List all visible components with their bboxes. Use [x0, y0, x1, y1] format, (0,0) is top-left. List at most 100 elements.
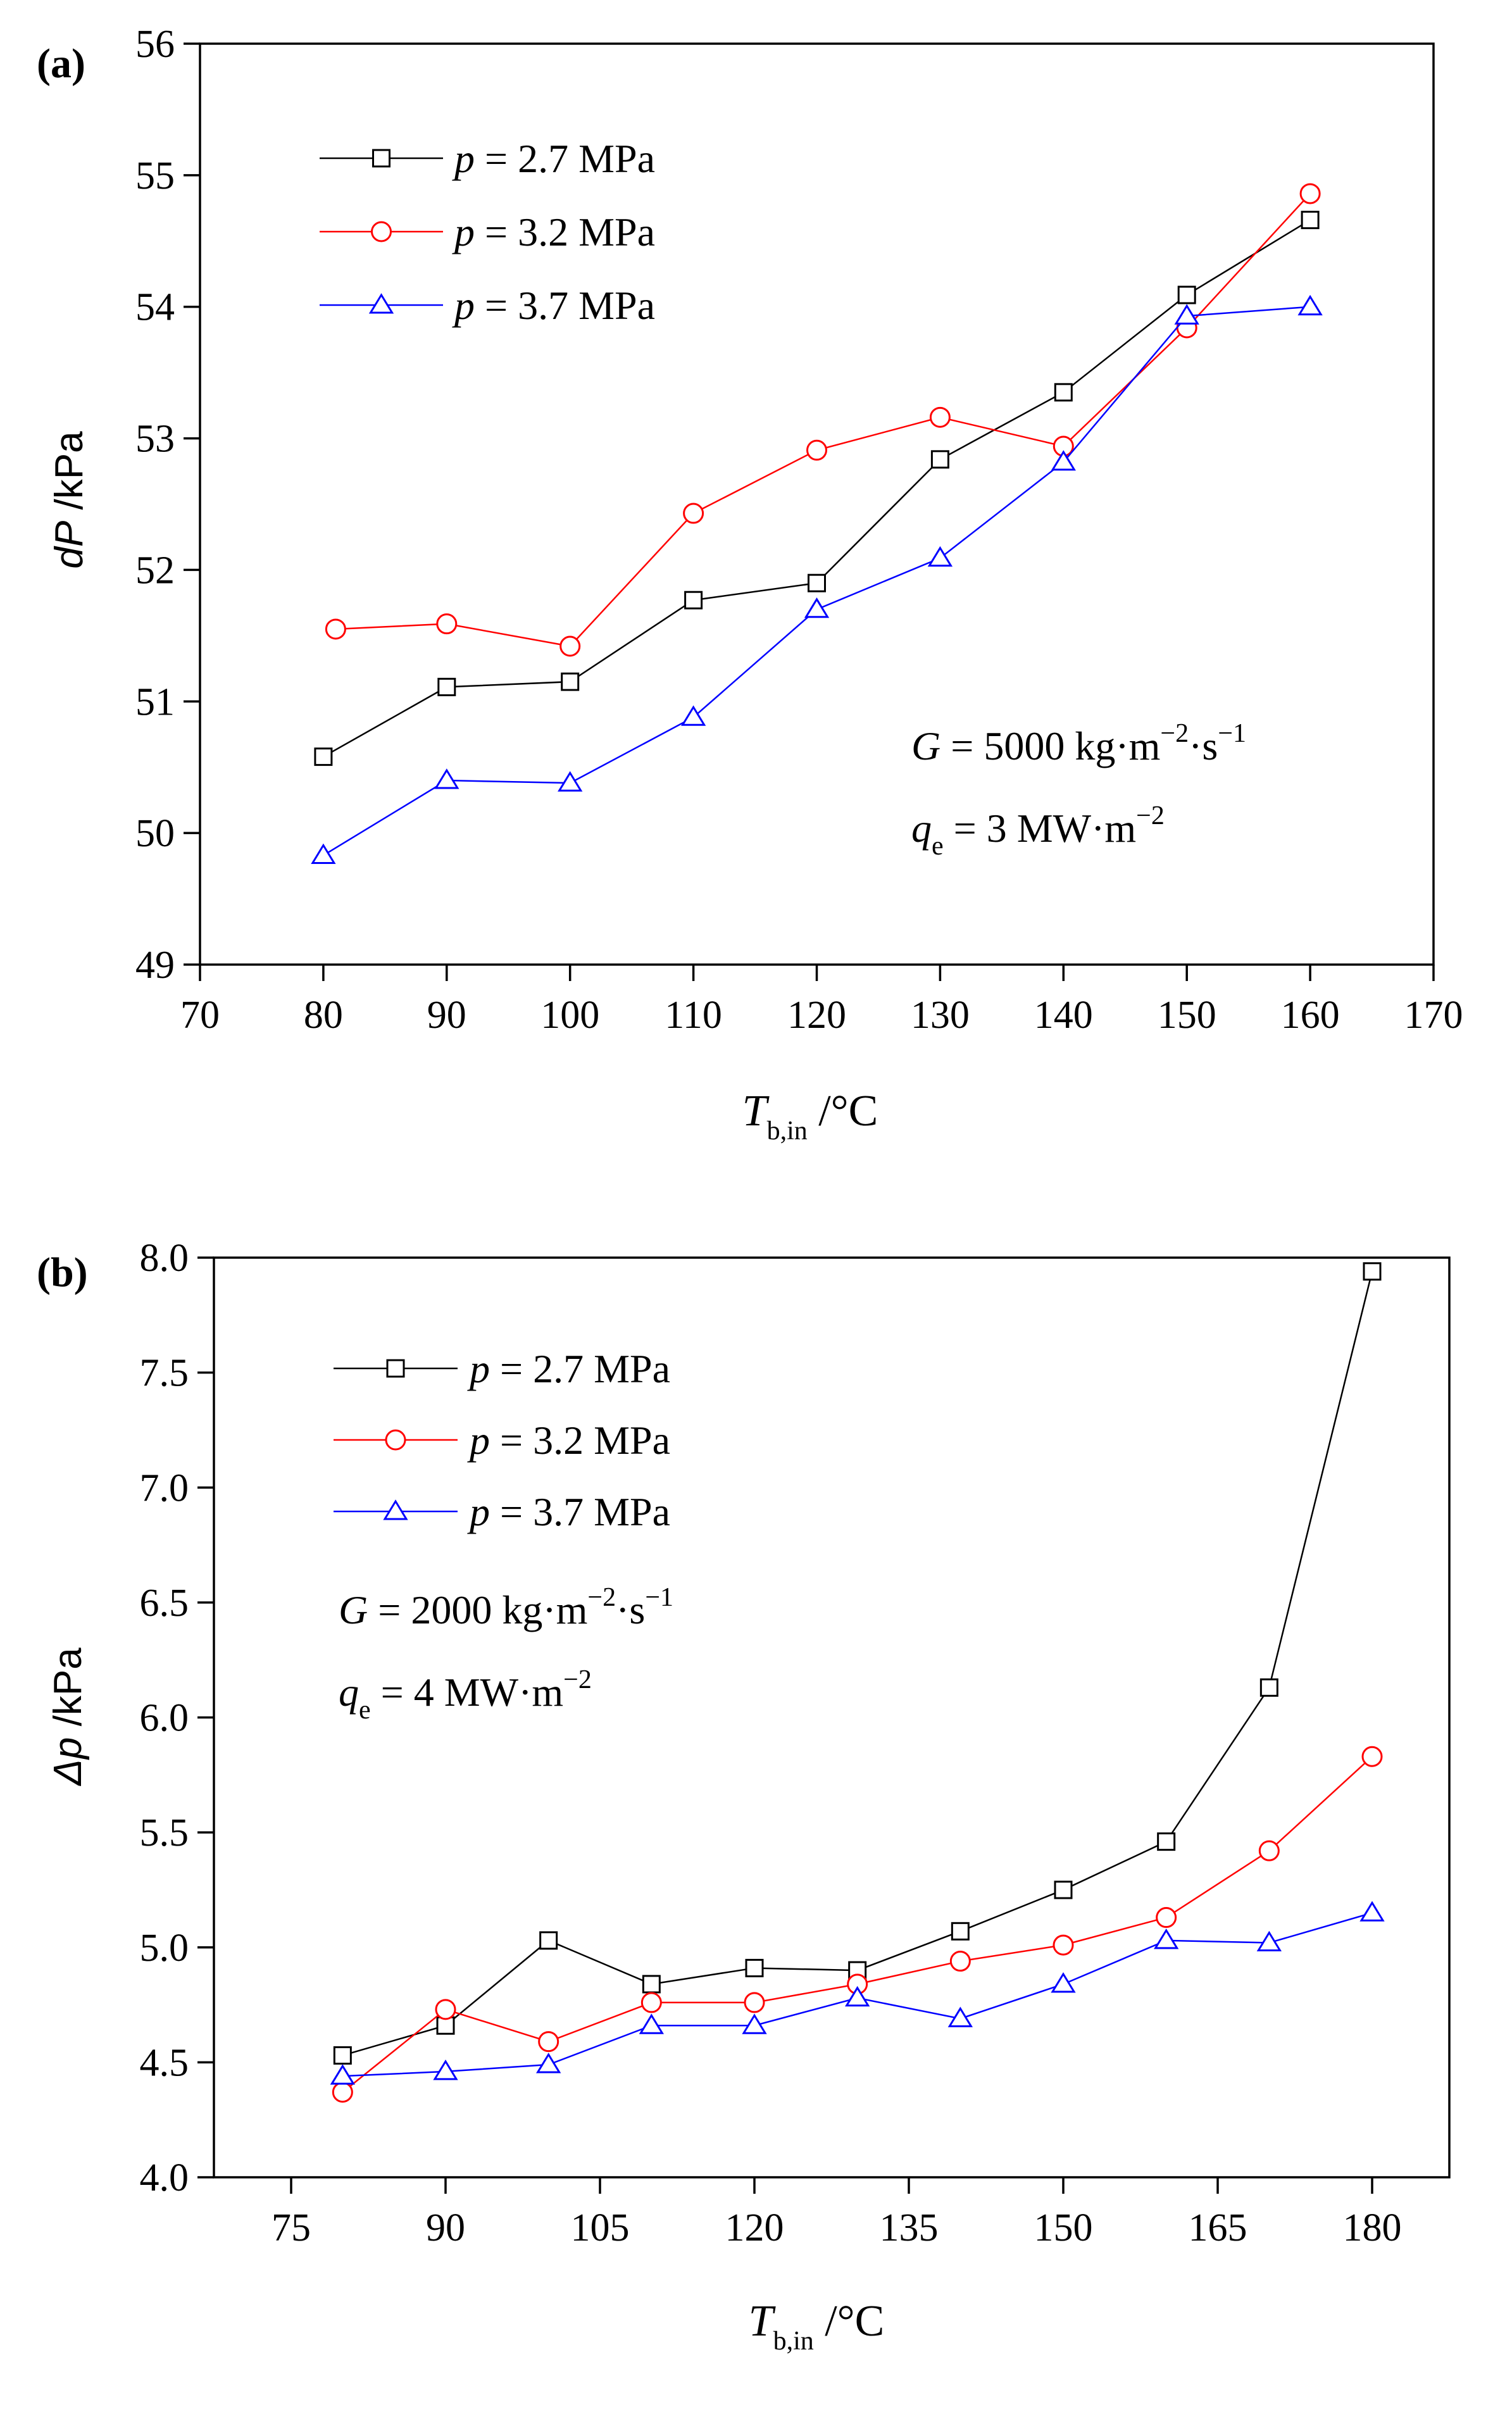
data-point: [1157, 1832, 1176, 1851]
data-point: [1301, 211, 1320, 230]
legend-entry: p = 2.7 MPa: [334, 1346, 670, 1391]
annotation-sup: −1: [645, 1583, 673, 1612]
x-tick-label: 100: [540, 994, 599, 1037]
data-point: [1054, 1880, 1073, 1899]
annotation-sub: e: [359, 1696, 371, 1725]
data-point: [642, 1975, 661, 1994]
legend-value: = 3.7 MPa: [490, 1489, 670, 1534]
data-point: [949, 1951, 971, 1972]
annotation-var: q: [339, 1670, 359, 1715]
annotation-sup: −2: [1160, 719, 1189, 748]
data-point: [929, 406, 951, 428]
annotation-var: q: [911, 806, 932, 851]
y-tick-label: 6.5: [140, 1582, 189, 1625]
data-point: [558, 771, 583, 792]
data-point: [1363, 1262, 1382, 1281]
data-point: [1154, 1928, 1179, 1949]
legend-label: p = 3.7 MPa: [452, 283, 655, 328]
y-axis-title-var: dP: [47, 521, 91, 569]
y-tick-label: 55: [135, 154, 175, 197]
x-tick-label: 120: [787, 994, 846, 1037]
condition-annotation: qe = 4 MW·m−2: [339, 1665, 592, 1725]
y-tick-label: 51: [135, 680, 175, 723]
data-point: [1156, 1907, 1177, 1929]
chart-panel-b: 75 90 105 120 135 150 165 180 4.0 4.5 5.0 5.5 6.0 6.5…: [37, 1237, 1451, 2356]
y-axis-title-var: Δp: [46, 1737, 90, 1787]
x-tick-label: 180: [1343, 2206, 1402, 2249]
x-tick-label: 160: [1281, 994, 1340, 1037]
legend-label: p = 2.7 MPa: [452, 136, 655, 181]
legend-marker: [385, 1429, 406, 1451]
legend-label: p = 2.7 MPa: [467, 1346, 670, 1391]
data-point: [640, 1992, 662, 2013]
x-tick-label: 120: [725, 2206, 784, 2249]
y-tick-label: 53: [135, 418, 175, 461]
x-axis-title-sub: b,in: [767, 1116, 808, 1146]
legend-label: p = 3.2 MPa: [467, 1418, 670, 1463]
annotation-eq: = 5000 kg·m: [940, 723, 1160, 768]
data-point: [1051, 450, 1076, 471]
y-tick-label: 5.5: [140, 1811, 189, 1854]
x-tick-label: 130: [911, 994, 970, 1037]
y-tick-label: 4.5: [140, 2041, 189, 2084]
annotation-sub: e: [932, 832, 944, 861]
data-point: [332, 2082, 353, 2103]
series-triangle: [330, 1901, 1385, 2085]
data-point: [744, 1992, 765, 2013]
x-tick-label: 165: [1189, 2206, 1247, 2249]
legend-value: = 3.2 MPa: [490, 1418, 670, 1463]
annotation-mid: ·s: [616, 1587, 645, 1632]
y-tick-label: 8.0: [140, 1237, 189, 1280]
x-axis-title-unit: /°C: [814, 2297, 885, 2346]
y-tick-label: 52: [135, 549, 175, 592]
data-point: [1256, 1930, 1282, 1951]
data-point: [539, 1931, 558, 1950]
legend-entry: p = 2.7 MPa: [320, 136, 655, 181]
data-point: [536, 2053, 561, 2073]
data-point: [808, 573, 826, 592]
legend-label: p = 3.7 MPa: [467, 1489, 670, 1534]
x-tick-label: 140: [1034, 994, 1093, 1037]
annotation-var: G: [911, 723, 940, 768]
data-point: [806, 439, 827, 461]
data-point: [1177, 285, 1196, 304]
condition-annotation: G = 5000 kg·m−2·s−1: [911, 719, 1246, 768]
x-axis-title: Tb,in /°C: [749, 2297, 885, 2356]
data-point: [930, 450, 949, 469]
data-point: [927, 546, 953, 567]
data-point: [330, 2064, 355, 2085]
y-tick-label: 49: [135, 944, 175, 987]
data-point: [433, 2060, 458, 2080]
y-tick-label: 5.0: [140, 1927, 189, 1970]
legend-entry: p = 3.2 MPa: [334, 1418, 670, 1463]
data-point: [1359, 1901, 1385, 1922]
x-tick-label: 90: [427, 994, 466, 1037]
y-axis-title: Δp /kPa: [46, 1648, 90, 1787]
y-tick-label: 4.0: [140, 2156, 189, 2199]
legend-entry: p = 3.2 MPa: [320, 210, 655, 254]
legend-entry: p = 3.7 MPa: [334, 1489, 670, 1534]
x-tick-label: 150: [1158, 994, 1216, 1037]
legend-var: p: [467, 1346, 490, 1391]
x-axis-title-var: T: [742, 1087, 770, 1135]
data-point: [333, 2046, 352, 2065]
legend-entry: p = 3.7 MPa: [320, 283, 655, 328]
data-point: [311, 843, 336, 864]
chart-panel-a: 70 80 90 100 110 120 130 140 150 160 170 49 50 51 52 53…: [37, 23, 1463, 1146]
y-axis-title-unit: /kPa: [47, 431, 91, 521]
data-point: [1174, 304, 1199, 325]
legend-value: = 3.7 MPa: [475, 283, 655, 328]
y-axis-title-unit: /kPa: [46, 1648, 90, 1737]
panel-label: (a): [37, 41, 85, 87]
data-point: [1051, 1972, 1076, 1993]
annotation-mid: ·s: [1189, 723, 1218, 768]
legend-value: = 3.2 MPa: [475, 210, 655, 254]
data-point: [314, 747, 333, 766]
legend-var: p: [452, 210, 475, 254]
x-tick-label: 135: [880, 2206, 939, 2249]
condition-annotation: G = 2000 kg·m−2·s−1: [339, 1583, 673, 1632]
y-tick-label: 50: [135, 812, 175, 855]
data-point: [1361, 1746, 1383, 1767]
y-axis-title: dP /kPa: [47, 431, 91, 569]
